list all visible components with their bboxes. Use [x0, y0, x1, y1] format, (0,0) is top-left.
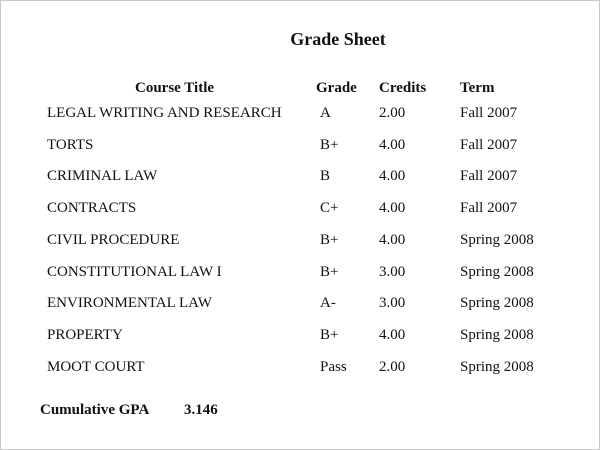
- cell-term: Spring 2008: [460, 358, 534, 375]
- cell-course: MOOT COURT: [47, 358, 145, 375]
- header-credits: Credits: [379, 80, 427, 96]
- cell-grade: B: [320, 168, 331, 185]
- cell-term: Spring 2008: [460, 231, 534, 248]
- cell-credits: 4.00: [379, 136, 406, 153]
- cell-course: CONSTITUTIONAL LAW I: [47, 263, 222, 280]
- cell-credits: 3.00: [379, 263, 406, 280]
- cell-course: CIVIL PROCEDURE: [47, 231, 180, 248]
- cell-grade: Pass: [320, 358, 347, 375]
- cell-term: Fall 2007: [460, 105, 518, 121]
- cell-grade: B+: [320, 263, 339, 280]
- cell-credits: 2.00: [379, 358, 406, 375]
- header-grade: Grade: [316, 80, 357, 96]
- header-term: Term: [460, 80, 495, 96]
- cell-credits: 2.00: [379, 105, 406, 121]
- cell-term: Fall 2007: [460, 136, 518, 153]
- page-title: Grade Sheet: [290, 29, 386, 49]
- cell-credits: 4.00: [379, 168, 406, 185]
- gpa-label: Cumulative GPA: [40, 402, 150, 418]
- cell-credits: 3.00: [379, 295, 406, 312]
- cell-course: CONTRACTS: [47, 200, 137, 217]
- cell-grade: B+: [320, 231, 339, 248]
- cell-course: TORTS: [47, 136, 94, 153]
- cell-term: Spring 2008: [460, 263, 534, 280]
- cell-course: CRIMINAL LAW: [47, 168, 158, 185]
- cell-course: PROPERTY: [47, 326, 123, 343]
- gpa-value: 3.146: [184, 402, 218, 418]
- cell-term: Fall 2007: [460, 200, 518, 217]
- cell-grade: A-: [320, 295, 336, 312]
- cell-credits: 4.00: [379, 326, 406, 343]
- cell-term: Fall 2007: [460, 168, 518, 185]
- cell-credits: 4.00: [379, 231, 406, 248]
- cell-credits: 4.00: [379, 200, 406, 217]
- cell-grade: B+: [320, 326, 339, 343]
- cell-term: Spring 2008: [460, 326, 534, 343]
- cell-course: LEGAL WRITING AND RESEARCH: [47, 105, 282, 121]
- cell-grade: C+: [320, 200, 339, 217]
- cell-course: ENVIRONMENTAL LAW: [47, 295, 212, 312]
- cell-grade: B+: [320, 136, 339, 153]
- cell-term: Spring 2008: [460, 295, 534, 312]
- header-course-title: Course Title: [135, 80, 215, 96]
- cell-grade: A: [320, 105, 331, 121]
